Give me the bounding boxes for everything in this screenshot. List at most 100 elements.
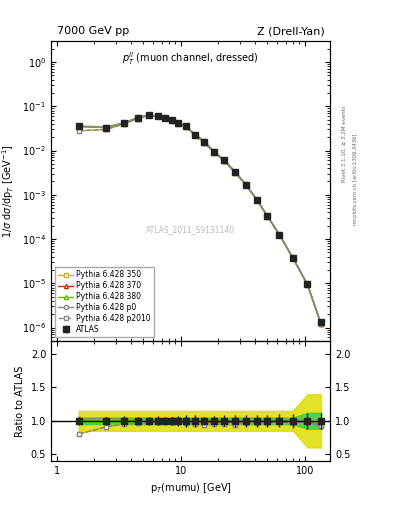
Pythia 6.428 350 [76, 127, 81, 134]
Text: Z (Drell-Yan): Z (Drell-Yan) [257, 27, 325, 36]
Line: Pythia 6.428 370: Pythia 6.428 370 [77, 113, 323, 326]
Text: Rivet 3.1.10, ≥ 3.2M events: Rivet 3.1.10, ≥ 3.2M events [342, 105, 346, 182]
Pythia 6.428 p2010 [184, 124, 188, 130]
Pythia 6.428 370 [136, 115, 140, 121]
Pythia 6.428 350 [122, 121, 127, 127]
Pythia 6.428 380 [163, 115, 168, 121]
Pythia 6.428 p0 [305, 281, 310, 287]
Pythia 6.428 350 [163, 115, 168, 121]
Pythia 6.428 370 [254, 197, 259, 203]
Pythia 6.428 380 [265, 213, 270, 219]
Pythia 6.428 380 [122, 120, 127, 126]
Pythia 6.428 370 [319, 321, 323, 327]
Pythia 6.428 380 [176, 120, 180, 126]
Pythia 6.428 370 [277, 232, 282, 238]
Pythia 6.428 350 [319, 321, 323, 327]
Pythia 6.428 370 [244, 182, 248, 188]
Pythia 6.428 350 [244, 182, 248, 188]
Pythia 6.428 370 [122, 120, 127, 126]
Pythia 6.428 p0 [265, 213, 270, 219]
Pythia 6.428 p2010 [254, 197, 259, 203]
Legend: Pythia 6.428 350, Pythia 6.428 370, Pythia 6.428 380, Pythia 6.428 p0, Pythia 6.: Pythia 6.428 350, Pythia 6.428 370, Pyth… [55, 267, 154, 337]
Pythia 6.428 370 [202, 139, 207, 145]
Pythia 6.428 p2010 [211, 150, 216, 156]
Pythia 6.428 p0 [76, 123, 81, 129]
Pythia 6.428 380 [211, 148, 216, 155]
Pythia 6.428 p0 [170, 117, 174, 123]
Pythia 6.428 p2010 [76, 127, 81, 134]
Pythia 6.428 350 [193, 132, 197, 138]
Text: mcplots.cern.ch [arXiv:1306.3436]: mcplots.cern.ch [arXiv:1306.3436] [353, 134, 358, 225]
Pythia 6.428 370 [170, 117, 174, 123]
Pythia 6.428 380 [277, 231, 282, 238]
Pythia 6.428 350 [176, 121, 180, 127]
Pythia 6.428 p2010 [265, 214, 270, 220]
Pythia 6.428 p0 [277, 231, 282, 238]
Pythia 6.428 380 [290, 254, 295, 261]
Pythia 6.428 p0 [319, 321, 323, 327]
Pythia 6.428 370 [76, 123, 81, 130]
Text: 7000 GeV pp: 7000 GeV pp [57, 27, 129, 36]
Pythia 6.428 p0 [163, 114, 168, 120]
Pythia 6.428 p2010 [290, 255, 295, 261]
Pythia 6.428 p2010 [146, 113, 151, 119]
Pythia 6.428 p2010 [222, 158, 227, 164]
Pythia 6.428 380 [222, 157, 227, 163]
Pythia 6.428 p0 [155, 113, 160, 119]
Line: Pythia 6.428 p2010: Pythia 6.428 p2010 [77, 114, 323, 326]
Pythia 6.428 380 [244, 182, 248, 188]
Pythia 6.428 p2010 [136, 115, 140, 121]
Pythia 6.428 p0 [211, 148, 216, 154]
Pythia 6.428 380 [193, 132, 197, 138]
Pythia 6.428 p2010 [176, 121, 180, 127]
Pythia 6.428 p0 [202, 138, 207, 144]
Pythia 6.428 p0 [244, 181, 248, 187]
Pythia 6.428 p0 [222, 157, 227, 163]
X-axis label: p$_T$(mumu) [GeV]: p$_T$(mumu) [GeV] [150, 481, 231, 495]
Pythia 6.428 p2010 [163, 115, 168, 121]
Pythia 6.428 380 [76, 123, 81, 130]
Pythia 6.428 350 [104, 126, 108, 133]
Pythia 6.428 370 [290, 254, 295, 261]
Pythia 6.428 p2010 [170, 118, 174, 124]
Pythia 6.428 p0 [146, 112, 151, 118]
Pythia 6.428 350 [136, 115, 140, 121]
Pythia 6.428 350 [170, 118, 174, 124]
Pythia 6.428 370 [222, 158, 227, 164]
Pythia 6.428 p2010 [305, 282, 310, 288]
Pythia 6.428 380 [305, 281, 310, 287]
Pythia 6.428 380 [170, 117, 174, 123]
Line: Pythia 6.428 p0: Pythia 6.428 p0 [77, 113, 323, 326]
Pythia 6.428 380 [254, 196, 259, 202]
Pythia 6.428 370 [193, 132, 197, 138]
Pythia 6.428 380 [184, 123, 188, 130]
Pythia 6.428 370 [104, 124, 108, 131]
Pythia 6.428 380 [233, 169, 238, 175]
Text: ATLAS_2011_S9131140: ATLAS_2011_S9131140 [146, 225, 235, 234]
Pythia 6.428 p0 [104, 124, 108, 130]
Pythia 6.428 370 [176, 120, 180, 126]
Pythia 6.428 p0 [176, 120, 180, 126]
Pythia 6.428 380 [319, 320, 323, 326]
Pythia 6.428 350 [233, 170, 238, 176]
Y-axis label: 1/$\sigma$ d$\sigma$/dp$_T$ [GeV$^{-1}$]: 1/$\sigma$ d$\sigma$/dp$_T$ [GeV$^{-1}$] [1, 144, 17, 238]
Pythia 6.428 370 [163, 115, 168, 121]
Pythia 6.428 350 [155, 113, 160, 119]
Pythia 6.428 380 [146, 112, 151, 118]
Pythia 6.428 370 [184, 123, 188, 130]
Pythia 6.428 p2010 [244, 182, 248, 188]
Pythia 6.428 p2010 [277, 232, 282, 238]
Pythia 6.428 370 [233, 169, 238, 175]
Pythia 6.428 350 [202, 140, 207, 146]
Pythia 6.428 p0 [290, 254, 295, 261]
Pythia 6.428 350 [254, 197, 259, 203]
Pythia 6.428 350 [184, 124, 188, 130]
Pythia 6.428 p0 [193, 131, 197, 137]
Pythia 6.428 p0 [184, 123, 188, 129]
Line: Pythia 6.428 380: Pythia 6.428 380 [77, 113, 323, 325]
Pythia 6.428 370 [146, 112, 151, 118]
Pythia 6.428 p0 [122, 119, 127, 125]
Pythia 6.428 350 [211, 150, 216, 156]
Pythia 6.428 350 [265, 214, 270, 220]
Pythia 6.428 350 [277, 232, 282, 238]
